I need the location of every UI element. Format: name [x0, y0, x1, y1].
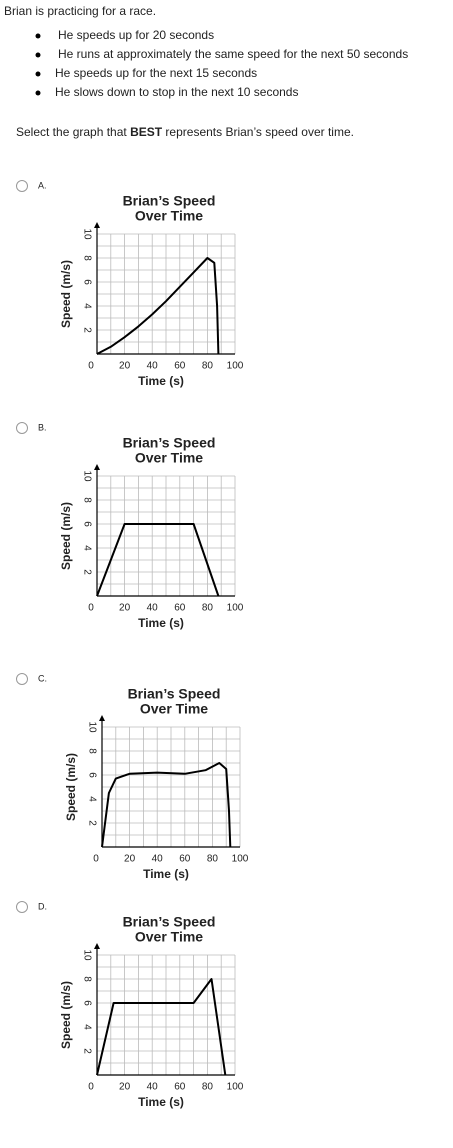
- x-tick-label: 80: [202, 603, 214, 614]
- prompt-text: Select the graph that: [16, 125, 130, 139]
- y-tick-label: 4: [81, 1024, 92, 1030]
- bullet-dot: [35, 52, 41, 58]
- y-axis-label: Speed (m/s): [59, 260, 73, 328]
- x-tick-label: 100: [227, 1082, 244, 1093]
- bullet-text: He runs at approximately the same speed …: [58, 47, 408, 61]
- x-tick-label: 80: [207, 854, 219, 865]
- speed-line: [96, 978, 227, 1076]
- radio[interactable]: [16, 422, 28, 434]
- bullet-text: He speeds up for the next 15 seconds: [55, 66, 257, 80]
- chart-title: Brian’s Speed: [123, 435, 216, 451]
- intro: Brian is practicing for a race.: [4, 4, 156, 18]
- chart-title: Over Time: [135, 450, 203, 466]
- option-label: A.: [38, 180, 47, 190]
- axis-arrow: [99, 715, 105, 721]
- speed-line: [96, 257, 220, 355]
- bullet-text: He slows down to stop in the next 10 sec…: [55, 85, 298, 99]
- x-tick-label: 0: [88, 1082, 94, 1093]
- x-tick-label: 20: [119, 361, 131, 372]
- x-tick-label: 80: [202, 361, 214, 372]
- x-tick-label: 40: [147, 603, 159, 614]
- y-tick-label: 8: [81, 497, 92, 503]
- y-tick-label: 6: [81, 279, 92, 285]
- bullet-dot: [35, 33, 41, 39]
- x-tick-label: 0: [93, 854, 99, 865]
- y-tick-label: 4: [81, 545, 92, 551]
- x-tick-label: 60: [174, 1082, 186, 1093]
- option-label: B.: [38, 422, 47, 432]
- prompt-text: represents Brian’s speed over time.: [162, 125, 354, 139]
- y-tick-label: 4: [81, 303, 92, 309]
- chart-title: Brian’s Speed: [128, 686, 221, 702]
- x-tick-label: 100: [227, 361, 244, 372]
- y-tick-label: 2: [81, 1048, 92, 1054]
- y-tick-label: 2: [81, 327, 92, 333]
- prompt: Select the graph that BEST represents Br…: [16, 125, 354, 139]
- x-axis-label: Time (s): [138, 616, 184, 630]
- axis-arrow: [94, 943, 100, 949]
- y-tick-label: 8: [81, 255, 92, 261]
- y-tick-label: 10: [81, 470, 92, 482]
- radio[interactable]: [16, 180, 28, 192]
- option-label: C.: [38, 673, 47, 683]
- x-tick-label: 60: [174, 361, 186, 372]
- bullet-dot: [35, 71, 41, 77]
- x-tick-label: 40: [147, 1082, 159, 1093]
- x-tick-label: 100: [232, 854, 249, 865]
- prompt-bold: BEST: [130, 125, 163, 139]
- x-tick-label: 20: [119, 603, 131, 614]
- x-axis-label: Time (s): [138, 374, 184, 388]
- x-tick-label: 20: [119, 1082, 131, 1093]
- radio[interactable]: [16, 901, 28, 913]
- y-tick-label: 10: [81, 949, 92, 961]
- y-tick-label: 6: [81, 521, 92, 527]
- chart-title: Over Time: [135, 929, 203, 945]
- x-axis-label: Time (s): [143, 867, 189, 881]
- bullet-dot: [35, 90, 41, 96]
- x-tick-label: 80: [202, 1082, 214, 1093]
- x-tick-label: 0: [88, 603, 94, 614]
- x-tick-label: 100: [227, 603, 244, 614]
- x-tick-label: 0: [88, 361, 94, 372]
- axis-arrow: [94, 222, 100, 228]
- radio[interactable]: [16, 673, 28, 685]
- bullet-text: He speeds up for 20 seconds: [58, 28, 214, 42]
- x-tick-label: 40: [152, 854, 164, 865]
- y-tick-label: 10: [81, 228, 92, 240]
- x-axis-label: Time (s): [138, 1095, 184, 1109]
- speed-line: [96, 523, 220, 597]
- y-axis-label: Speed (m/s): [59, 502, 73, 570]
- y-tick-label: 4: [86, 796, 97, 802]
- y-tick-label: 6: [86, 772, 97, 778]
- x-tick-label: 60: [179, 854, 191, 865]
- y-tick-label: 10: [86, 721, 97, 733]
- y-axis-label: Speed (m/s): [64, 753, 78, 821]
- x-tick-label: 20: [124, 854, 136, 865]
- x-tick-label: 40: [147, 361, 159, 372]
- chart-title: Over Time: [135, 208, 203, 224]
- x-tick-label: 60: [174, 603, 186, 614]
- speed-line: [101, 762, 232, 848]
- y-axis-label: Speed (m/s): [59, 981, 73, 1049]
- option-label: D.: [38, 901, 47, 911]
- chart-title: Brian’s Speed: [123, 914, 216, 930]
- y-tick-label: 8: [81, 976, 92, 982]
- y-tick-label: 2: [86, 820, 97, 826]
- chart-title: Over Time: [140, 701, 208, 717]
- axis-arrow: [94, 464, 100, 470]
- chart-title: Brian’s Speed: [123, 193, 216, 209]
- y-tick-label: 8: [86, 748, 97, 754]
- y-tick-label: 6: [81, 1000, 92, 1006]
- y-tick-label: 2: [81, 569, 92, 575]
